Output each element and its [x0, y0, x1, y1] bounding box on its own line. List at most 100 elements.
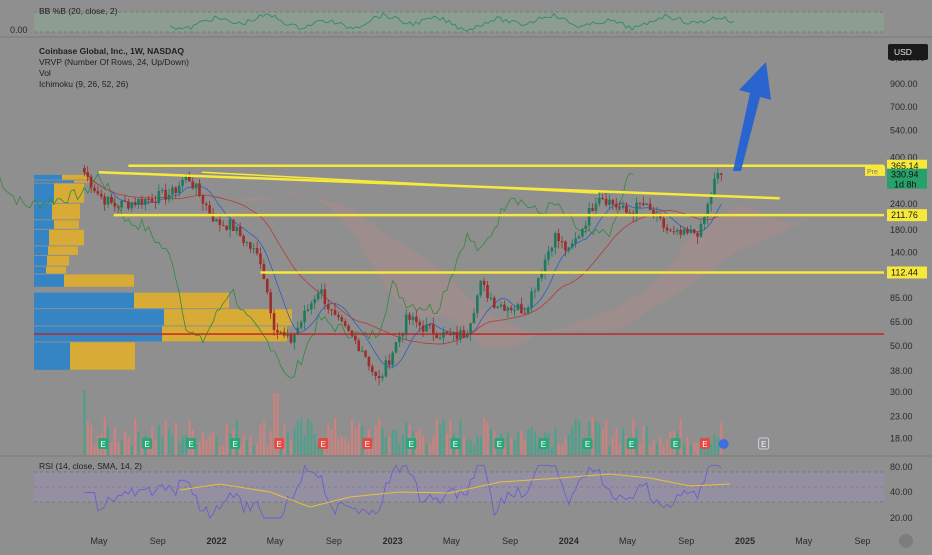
vrvp-down-row — [52, 203, 80, 220]
rsi-indicator-label[interactable]: RSI (14, close, SMA, 14, 2) — [39, 461, 142, 471]
time-tick-label: May — [795, 536, 813, 546]
rsi-axis[interactable]: 80.00 40.00 20.00 — [890, 462, 913, 523]
vol-indicator-label[interactable]: Vol — [39, 68, 51, 78]
candle-body — [614, 204, 618, 208]
volume-bar — [249, 435, 252, 455]
price-axis[interactable]: 1,200.00900.00700.00540.00400.00310.0024… — [890, 53, 925, 444]
candle-body — [326, 304, 330, 310]
vrvp-down-row — [64, 274, 134, 287]
volume-bar — [286, 432, 289, 455]
vrvp-up-row — [34, 220, 54, 229]
volume-bar — [523, 440, 526, 455]
candle-body — [509, 307, 513, 310]
volume-bar — [300, 418, 303, 455]
candle-body — [350, 330, 354, 336]
candle-body — [381, 376, 384, 379]
rsi-tick-label: 80.00 — [890, 462, 913, 472]
earnings-marker — [538, 438, 549, 449]
volume-bar — [401, 435, 405, 455]
candle-body — [408, 314, 411, 320]
candle-body — [83, 167, 86, 173]
bb-line — [169, 12, 735, 32]
volume-bar — [384, 436, 388, 455]
candle-body — [506, 307, 510, 311]
price-tag-label: 112.44 — [891, 267, 918, 277]
time-tick-label: 2025 — [735, 536, 755, 546]
bb-indicator-label[interactable]: BB %B (20, close, 2) — [39, 6, 118, 16]
candle-body — [211, 213, 215, 222]
candle-body — [394, 342, 398, 353]
candle-body — [550, 247, 554, 252]
earnings-marker-label: E — [629, 440, 634, 449]
volume-bar — [703, 443, 706, 455]
time-tick-label: May — [90, 536, 108, 546]
vrvp-down-row — [62, 174, 87, 180]
candle-body — [201, 195, 205, 204]
candle-body — [242, 235, 245, 243]
vrvp-up-row — [34, 255, 47, 266]
candle-body — [415, 316, 418, 323]
earnings-marker — [142, 438, 153, 449]
candle-body — [316, 293, 320, 300]
volume-bar — [564, 437, 567, 455]
earnings-marker-label: E — [232, 440, 237, 449]
rsi-pane — [34, 464, 884, 519]
candle-body — [238, 226, 242, 236]
volume-bar — [354, 428, 357, 455]
ichimoku-indicator-label[interactable]: Ichimoku (9, 26, 52, 26) — [39, 79, 129, 89]
candle-body — [191, 181, 195, 189]
vrvp-down-row — [47, 255, 69, 266]
candle-body — [398, 336, 401, 343]
candle-body — [662, 218, 665, 228]
candle-body — [635, 202, 638, 215]
volume-bar — [201, 432, 205, 455]
candle-body — [482, 280, 486, 285]
volume-bar — [530, 427, 533, 455]
candle-body — [719, 173, 723, 175]
scroll-button — [899, 534, 913, 548]
candle-body — [306, 309, 310, 311]
candle-body — [421, 325, 425, 332]
candle-body — [587, 208, 591, 226]
volume-bar — [425, 444, 428, 455]
price-tick-label: 700.00 — [890, 102, 918, 112]
volume-bar — [154, 440, 157, 455]
price-tick-label: 23.00 — [890, 411, 913, 421]
time-axis[interactable]: May Sep 2022 May Sep 2023 May Sep 2024 May Sep 2025… — [90, 534, 913, 548]
candle-body — [716, 173, 720, 179]
candle-body — [577, 236, 581, 239]
candle-body — [560, 241, 564, 243]
candle-body — [147, 198, 150, 200]
legend: BB %B (20, close, 2) — [39, 6, 117, 17]
candle-body — [581, 228, 584, 237]
volume-bar — [533, 432, 537, 455]
candle-body — [174, 187, 178, 193]
volume-bar — [510, 437, 513, 455]
volume-bar — [679, 418, 682, 455]
vrvp-profile — [34, 174, 292, 370]
candle-body — [543, 259, 547, 274]
candle-body — [499, 304, 503, 307]
currency-button[interactable]: USD — [888, 44, 928, 60]
candle-body — [181, 179, 184, 186]
candle-body — [120, 200, 123, 208]
candle-body — [93, 187, 96, 192]
volume-bar — [273, 393, 276, 455]
candle-body — [431, 324, 435, 334]
volume-bar — [710, 443, 713, 455]
symbol-title[interactable]: Coinbase Global, Inc., 1W, NASDAQ — [39, 46, 184, 56]
price-tag-label: 211.76 — [891, 210, 918, 220]
time-tick-label: May — [619, 536, 637, 546]
candle-body — [96, 191, 100, 194]
earnings-marker-label: E — [409, 440, 414, 449]
vrvp-indicator-label[interactable]: VRVP (Number Of Rows, 24, Up/Down) — [39, 57, 189, 67]
candle-body — [86, 172, 90, 177]
volume-bar — [439, 424, 442, 455]
volume-bar — [435, 419, 438, 455]
volume-bar — [313, 434, 316, 455]
volume-bar — [222, 445, 225, 455]
volume-bar — [161, 437, 164, 455]
volume-bar — [93, 445, 96, 455]
